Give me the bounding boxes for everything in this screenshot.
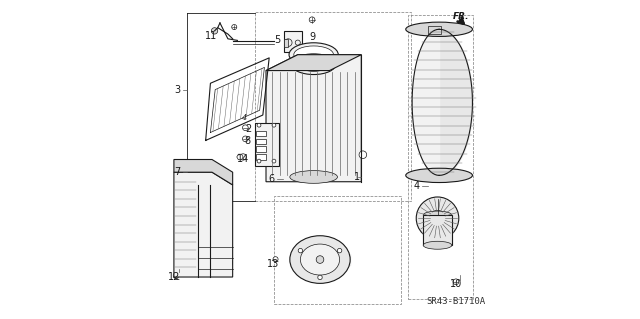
Circle shape: [273, 257, 278, 262]
Text: 10: 10: [451, 279, 463, 289]
Bar: [175, 177, 196, 269]
Ellipse shape: [291, 54, 336, 75]
Bar: [284, 39, 287, 47]
Circle shape: [272, 123, 276, 127]
Text: 4: 4: [414, 182, 420, 191]
Circle shape: [227, 260, 233, 266]
Text: 14: 14: [237, 154, 249, 165]
Circle shape: [257, 159, 261, 163]
Bar: [257, 138, 266, 144]
Text: 9: 9: [309, 32, 316, 42]
Text: 11: 11: [205, 31, 218, 41]
Circle shape: [359, 151, 367, 159]
Circle shape: [272, 159, 276, 163]
Ellipse shape: [406, 168, 472, 182]
Circle shape: [232, 25, 237, 30]
Text: 5: 5: [274, 35, 280, 45]
Polygon shape: [237, 154, 243, 160]
Circle shape: [240, 154, 246, 160]
Circle shape: [257, 123, 261, 127]
Circle shape: [227, 190, 233, 196]
Circle shape: [298, 249, 303, 253]
Ellipse shape: [289, 43, 339, 67]
Circle shape: [175, 177, 181, 183]
Bar: [255, 12, 410, 201]
Ellipse shape: [294, 46, 333, 63]
Circle shape: [211, 28, 218, 34]
Text: 1: 1: [355, 172, 360, 182]
Circle shape: [416, 197, 459, 240]
Polygon shape: [266, 55, 362, 182]
Circle shape: [204, 177, 211, 183]
Text: 13: 13: [267, 259, 279, 269]
Text: 2: 2: [244, 124, 251, 134]
Circle shape: [173, 272, 179, 278]
Ellipse shape: [406, 22, 472, 36]
Bar: [408, 15, 474, 299]
Text: FR.: FR.: [452, 12, 469, 21]
Circle shape: [429, 210, 445, 226]
Ellipse shape: [290, 171, 337, 183]
Bar: [423, 215, 452, 245]
Text: 7: 7: [175, 167, 181, 177]
Bar: [257, 154, 266, 160]
Polygon shape: [174, 160, 233, 185]
Circle shape: [284, 39, 292, 47]
Circle shape: [309, 17, 315, 23]
Bar: [257, 146, 266, 152]
Circle shape: [337, 249, 342, 253]
Polygon shape: [174, 172, 233, 277]
Ellipse shape: [298, 57, 330, 71]
Circle shape: [243, 136, 248, 142]
Text: SR43-B1710A: SR43-B1710A: [426, 297, 486, 306]
Ellipse shape: [423, 211, 452, 219]
Bar: [255, 123, 278, 166]
Ellipse shape: [423, 241, 452, 249]
Text: 4: 4: [241, 114, 246, 122]
Bar: [274, 196, 401, 304]
Text: 3: 3: [175, 85, 180, 95]
Bar: [428, 26, 441, 34]
Text: 6: 6: [269, 174, 275, 183]
Ellipse shape: [290, 236, 350, 283]
Ellipse shape: [300, 244, 340, 275]
Bar: [257, 130, 266, 136]
Text: 8: 8: [245, 136, 251, 146]
Bar: [284, 31, 302, 51]
Circle shape: [316, 256, 324, 263]
Circle shape: [453, 279, 459, 285]
Polygon shape: [266, 55, 362, 70]
Text: 12: 12: [168, 272, 180, 282]
Circle shape: [243, 125, 248, 130]
Circle shape: [175, 260, 181, 266]
Circle shape: [295, 40, 300, 45]
Circle shape: [318, 275, 322, 280]
